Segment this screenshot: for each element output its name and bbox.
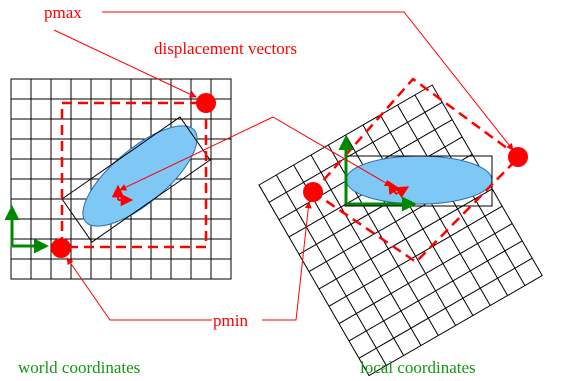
displacement-callout-local xyxy=(272,116,392,187)
local-pmin-point xyxy=(303,182,323,202)
world-pmin-point xyxy=(51,238,71,258)
world-panel xyxy=(4,78,232,280)
world-axes xyxy=(4,205,49,254)
pmax-label: pmax xyxy=(44,3,82,22)
pmin-callout-local xyxy=(262,201,312,321)
world-coordinates-caption: world coordinates xyxy=(18,358,140,377)
pmin-label: pmin xyxy=(213,311,248,330)
displacement-callout-world xyxy=(119,116,274,191)
world-bounding-box xyxy=(60,101,208,249)
pmax-callout-local xyxy=(102,11,514,151)
world-oriented-box xyxy=(61,116,211,243)
world-pmax-point xyxy=(196,93,216,113)
world-ellipse xyxy=(82,125,198,227)
displacement-vectors-label: displacement vectors xyxy=(154,39,297,58)
pmax-callout-world xyxy=(53,29,197,98)
local-pmax-point xyxy=(508,147,528,167)
local-grid xyxy=(258,84,543,377)
local-ellipse xyxy=(345,155,493,205)
local-bounding-box xyxy=(311,77,521,264)
local-coordinates-caption: local coordinates xyxy=(360,358,476,377)
local-panel xyxy=(258,77,543,377)
pmin-callout-world xyxy=(66,257,212,321)
world-displacement-vectors xyxy=(111,184,134,207)
local-axes xyxy=(338,135,417,212)
callout-lines xyxy=(53,11,514,321)
